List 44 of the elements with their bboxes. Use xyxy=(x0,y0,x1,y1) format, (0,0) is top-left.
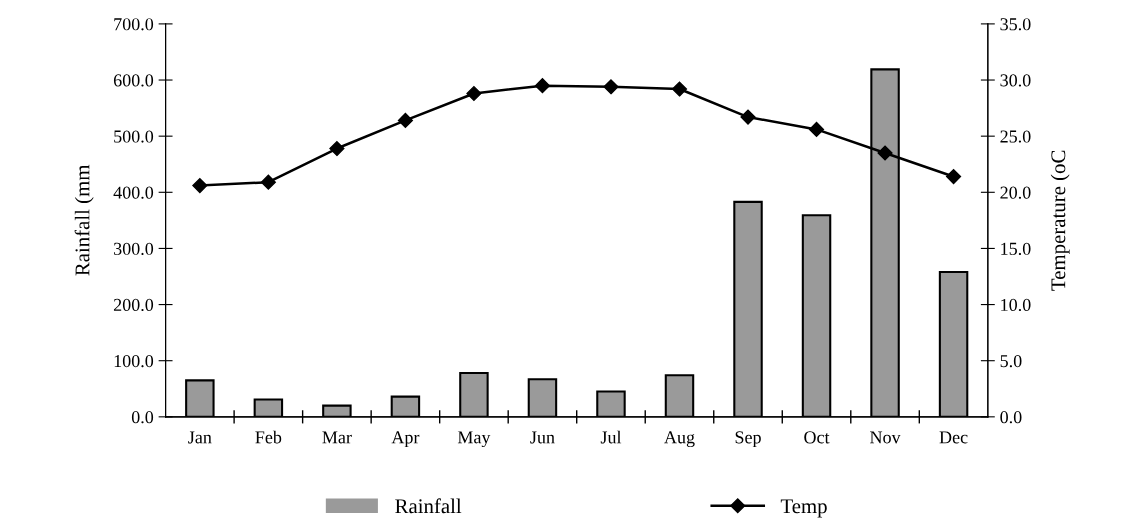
y2-tick-label: 25.0 xyxy=(1000,130,1031,143)
x-tick-label: Sep xyxy=(735,431,761,448)
point xyxy=(534,78,551,94)
y-tick-label: 400.0 xyxy=(113,186,154,199)
point xyxy=(603,79,619,95)
y-tick-label: 100.0 xyxy=(114,354,154,368)
y2-axis-title: Temperature (oC xyxy=(1050,150,1070,291)
y-tick-label: 500.0 xyxy=(114,130,154,143)
point xyxy=(260,174,276,190)
point xyxy=(671,81,688,97)
y-tick-label: 700.0 xyxy=(114,18,154,31)
x-tick-label: Feb xyxy=(255,430,282,444)
y2-tick-label: 10.0 xyxy=(1001,298,1031,312)
point xyxy=(329,140,345,157)
legend-label: Rainfall xyxy=(395,498,462,514)
point xyxy=(192,177,208,194)
y2-tick-label: 35.0 xyxy=(1000,18,1031,31)
y2-tick-label: 5.0 xyxy=(1000,354,1022,368)
y-tick-label: 200.0 xyxy=(113,298,154,312)
y-tick-label: 300.0 xyxy=(114,242,154,255)
y-tick-label: 600.0 xyxy=(113,74,154,87)
point xyxy=(945,169,962,185)
x-tick-label: Jan xyxy=(188,431,212,444)
point xyxy=(397,112,413,129)
y2-tick-label: 30.0 xyxy=(1000,74,1031,87)
y2-tick-label: 0.0 xyxy=(1000,411,1022,424)
x-tick-label: May xyxy=(457,431,491,448)
y-tick-label: 0.0 xyxy=(131,411,154,424)
y2-tick-label: 15.0 xyxy=(1001,242,1031,255)
x-tick-label: Nov xyxy=(870,431,901,444)
legend-label: Temp xyxy=(780,499,827,518)
point xyxy=(466,85,482,102)
point xyxy=(877,145,893,161)
x-tick-label: Aug xyxy=(664,431,695,448)
x-tick-label: Apr xyxy=(391,431,420,448)
y2-tick-label: 20.0 xyxy=(1000,186,1031,199)
y-axis-title: Rainfall (mm xyxy=(74,164,94,276)
point xyxy=(740,109,756,125)
x-tick-label: Jun xyxy=(530,431,555,444)
x-tick-label: Mar xyxy=(322,431,352,444)
x-tick-label: Jul xyxy=(600,430,622,444)
x-tick-label: Dec xyxy=(939,431,968,444)
point xyxy=(808,121,825,137)
x-tick-label: Oct xyxy=(804,431,830,444)
